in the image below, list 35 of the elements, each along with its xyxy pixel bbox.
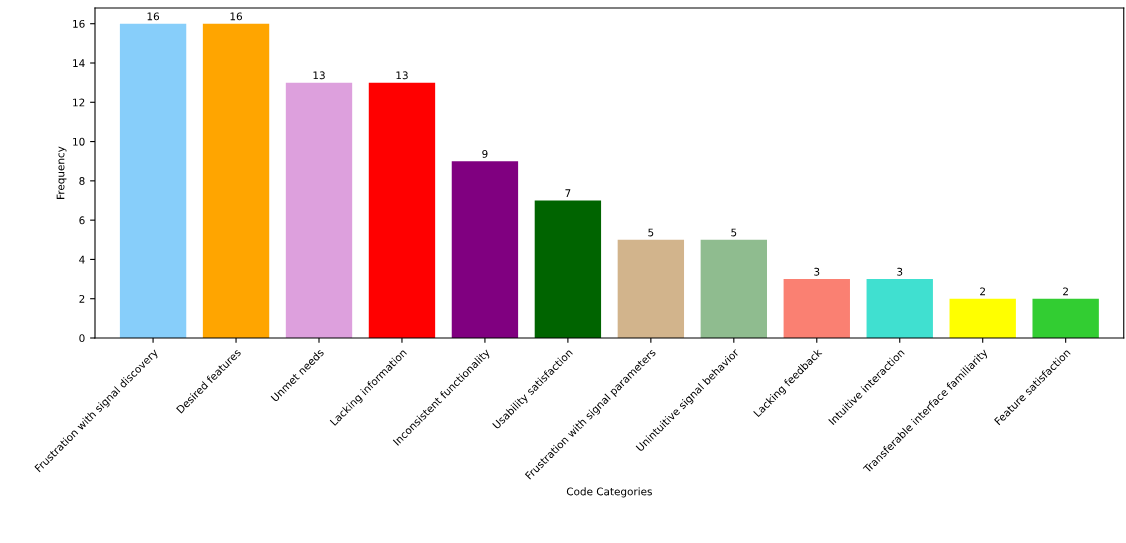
y-tick-label: 0	[79, 334, 85, 343]
bar	[700, 239, 767, 338]
bar	[1032, 298, 1099, 338]
bar	[534, 200, 602, 338]
y-tick-label: 10	[73, 137, 85, 146]
data-label: 5	[731, 228, 737, 237]
data-label: 13	[313, 71, 325, 80]
bar	[368, 82, 436, 338]
bar	[451, 161, 519, 338]
y-tick-label: 14	[73, 59, 85, 67]
data-label: 5	[648, 228, 654, 237]
data-label: 3	[814, 267, 820, 276]
y-axis-title: Frequency	[56, 146, 67, 199]
bar	[202, 23, 270, 338]
y-tick-label: 2	[79, 294, 85, 303]
data-label: 3	[897, 267, 903, 276]
bar	[119, 23, 187, 338]
bar	[949, 298, 1016, 338]
y-tick-label: 4	[79, 255, 85, 264]
x-axis-title: Code Categories	[566, 487, 652, 498]
y-tick-label: 6	[79, 216, 85, 225]
y-tick-label: 8	[79, 177, 85, 185]
data-label: 16	[147, 12, 160, 21]
data-label: 2	[1063, 287, 1068, 296]
data-label: 9	[482, 149, 488, 158]
data-label: 2	[980, 287, 985, 296]
bar	[783, 279, 850, 338]
data-label: 7	[565, 189, 571, 197]
y-tick-label: 12	[73, 98, 85, 107]
bar	[866, 279, 933, 338]
bar	[617, 239, 685, 338]
data-label: 13	[396, 71, 408, 80]
data-label: 16	[230, 12, 243, 21]
y-tick-label: 16	[73, 19, 85, 28]
bar	[285, 82, 353, 338]
